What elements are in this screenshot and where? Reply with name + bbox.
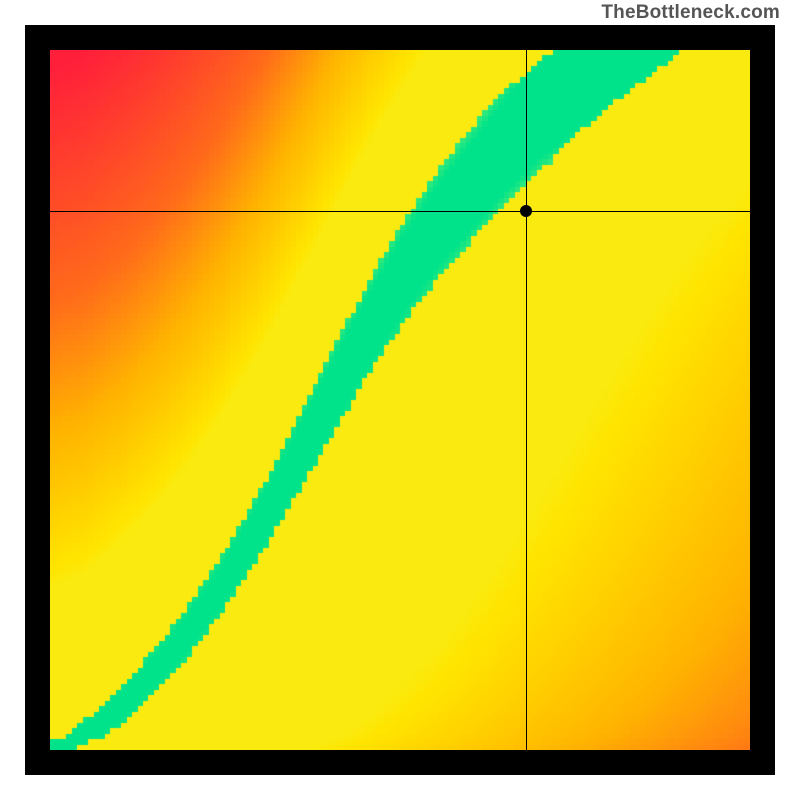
heatmap-canvas	[50, 50, 750, 750]
watermark-text: TheBottleneck.com	[601, 2, 780, 24]
plot-frame	[25, 25, 775, 775]
plot-area	[50, 50, 750, 750]
crosshair-horizontal	[50, 211, 750, 212]
crosshair-marker	[520, 205, 532, 217]
crosshair-vertical	[526, 50, 527, 750]
